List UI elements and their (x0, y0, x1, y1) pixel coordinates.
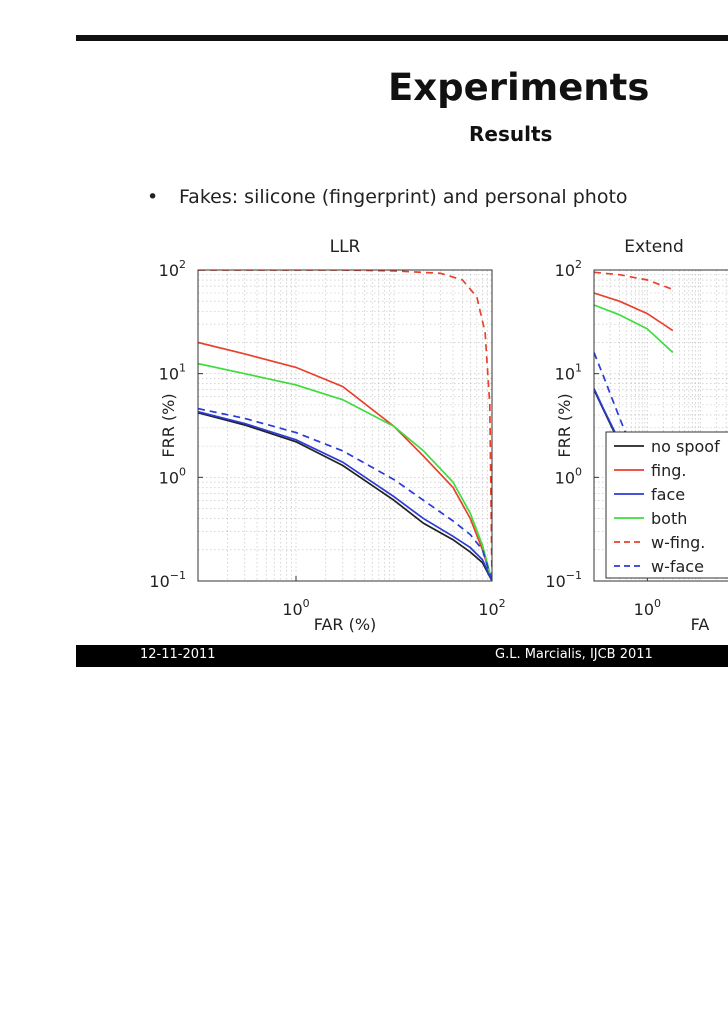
top-rule (76, 35, 728, 41)
y-tick-label: 102 (159, 258, 186, 280)
y-tick-label: 101 (159, 362, 186, 384)
x-axis-label: FA (691, 615, 710, 634)
y-tick-label-base: 10 (555, 365, 575, 384)
x-tick-label-base: 10 (634, 600, 654, 619)
y-tick-label: 100 (555, 465, 582, 487)
legend-label: w-fing. (651, 533, 705, 552)
legend-label: no spoof (651, 437, 720, 456)
series-line-no-spoof (198, 411, 492, 581)
x-tick-label-base: 10 (282, 600, 302, 619)
y-tick-label-exp: 1 (575, 362, 582, 375)
x-tick-label-base: 10 (478, 600, 498, 619)
y-tick-label-exp: 1 (179, 362, 186, 375)
y-tick-label: 102 (555, 258, 582, 280)
bullet-text: Fakes: silicone (fingerprint) and person… (179, 186, 628, 208)
footer-bar: 12-11-2011 G.L. Marcialis, IJCB 2011 (76, 645, 728, 667)
y-tick-label: 10−1 (545, 569, 582, 591)
y-tick-label-base: 10 (555, 261, 575, 280)
y-tick-label: 101 (555, 362, 582, 384)
footer-date: 12-11-2011 (140, 647, 216, 662)
x-tick-label: 100 (634, 597, 661, 619)
bullet-point: • Fakes: silicone (fingerprint) and perso… (147, 186, 628, 208)
y-tick-label-exp: −1 (566, 569, 582, 582)
y-tick-label-exp: 2 (575, 258, 582, 271)
y-tick-label-base: 10 (555, 468, 575, 487)
y-tick-label-exp: 0 (179, 465, 186, 478)
legend-label: both (651, 509, 687, 528)
y-tick-label-base: 10 (545, 572, 565, 591)
y-axis-label: FRR (%) (159, 393, 178, 457)
x-tick-label: 102 (478, 597, 505, 619)
series-line-fing- (198, 341, 492, 581)
x-tick-label-exp: 0 (303, 597, 310, 610)
x-tick-label-exp: 2 (499, 597, 506, 610)
x-tick-label: 100 (282, 597, 309, 619)
series-line-both (198, 362, 492, 581)
footer-author: G.L. Marcialis, IJCB 2011 (495, 647, 653, 662)
series-line-w-face (198, 407, 492, 581)
y-tick-label: 10−1 (149, 569, 186, 591)
y-tick-label-exp: 0 (575, 465, 582, 478)
y-tick-label-exp: −1 (170, 569, 186, 582)
legend-label: fing. (651, 461, 686, 480)
slide: Experiments Results • Fakes: silicone (fi… (76, 35, 728, 667)
x-axis-label: FAR (%) (314, 615, 377, 634)
legend: no spoof fing. face both w-fing. w-face (605, 431, 728, 579)
x-tick-label-exp: 0 (654, 597, 661, 610)
slide-subtitle: Results (469, 122, 553, 146)
chart-title: Extend (624, 237, 684, 257)
legend-label: face (651, 485, 685, 504)
y-axis-label: FRR (%) (555, 393, 574, 457)
y-tick-label-base: 10 (159, 261, 179, 280)
plot-frame (593, 269, 728, 582)
y-tick-label-base: 10 (159, 365, 179, 384)
series-line-w-fing- (594, 271, 674, 291)
slide-title: Experiments (388, 66, 650, 109)
plot-frame (197, 269, 493, 582)
series-line-w-fing- (198, 270, 492, 581)
y-tick-label-exp: 2 (179, 258, 186, 271)
legend-label: w-face (651, 557, 704, 576)
chart-title: LLR (330, 237, 361, 257)
legend-box (605, 431, 728, 579)
series-line-face (198, 410, 492, 581)
y-tick-label-base: 10 (149, 572, 169, 591)
y-tick-label-base: 10 (159, 468, 179, 487)
y-tick-label: 100 (159, 465, 186, 487)
blank-area (0, 668, 728, 1031)
bullet-marker: • (147, 186, 159, 208)
series-line-fing- (594, 292, 674, 332)
series-line-both (594, 304, 674, 354)
